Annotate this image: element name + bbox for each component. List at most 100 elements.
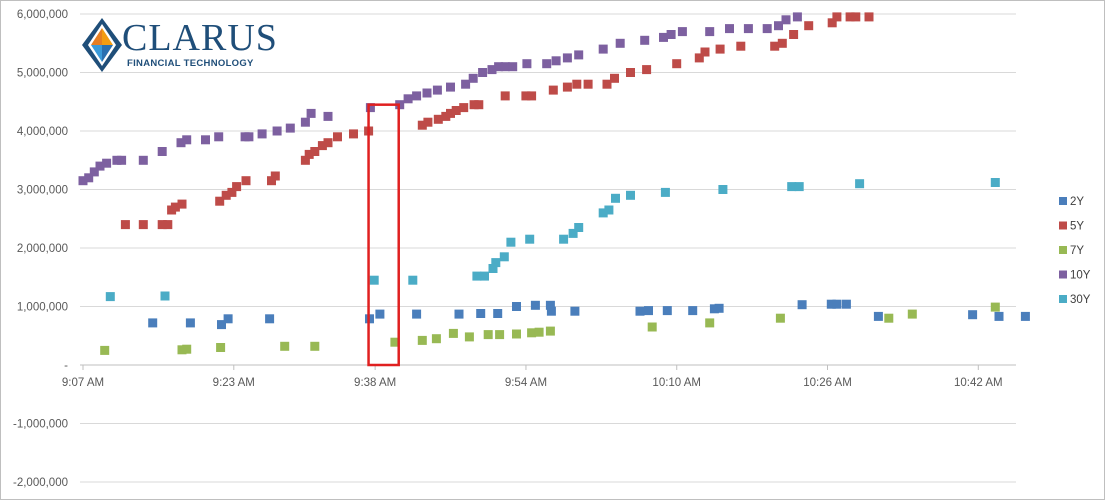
data-point-30y: [787, 182, 797, 192]
x-tick-label: 9:54 AM: [505, 377, 547, 389]
y-axis-tick-labels: 6,000,000 5,000,000 4,000,000 3,000,000 2,00…: [13, 9, 68, 489]
x-tick-label: 9:07 AM: [62, 377, 104, 389]
data-point-5y: [832, 12, 842, 22]
data-point-10y: [412, 91, 422, 101]
data-point-5y: [642, 65, 652, 75]
data-point-5y: [804, 21, 814, 31]
highlight-rectangle: [367, 103, 400, 367]
y-tick-label: 3,000,000: [17, 185, 68, 197]
data-point-10y: [403, 94, 413, 104]
axes: [80, 364, 1016, 370]
data-point-10y: [725, 24, 734, 34]
data-point-5y: [221, 190, 231, 200]
data-point-2y: [570, 306, 580, 316]
legend-label-7y: 7Y: [1070, 245, 1084, 257]
data-point-5y: [736, 41, 746, 51]
data-point-10y: [743, 24, 753, 34]
data-point-5y: [474, 100, 484, 110]
data-point-5y: [433, 114, 443, 124]
legend-swatch-10y: [1059, 270, 1067, 279]
data-point-7y: [310, 341, 320, 351]
data-point-7y: [417, 335, 427, 345]
data-point-5y: [548, 85, 558, 95]
x-axis-tick-labels: 9:07 AM 9:23 AM 9:38 AM 9:54 AM 10:10 AM 10:2…: [62, 377, 1003, 389]
data-point-7y: [527, 328, 537, 338]
data-point-10y: [138, 155, 148, 165]
y-tick-label: 2,000,000: [17, 243, 68, 255]
data-point-10y: [446, 82, 455, 92]
data-point-5y: [469, 100, 479, 110]
data-point-5y: [333, 132, 342, 142]
data-point-2y: [545, 300, 555, 310]
data-point-30y: [369, 275, 379, 285]
data-point-2y: [841, 299, 851, 309]
data-point-30y: [559, 234, 569, 244]
data-point-7y: [216, 343, 226, 352]
data-point-10y: [666, 30, 676, 39]
x-tick-label: 9:38 AM: [354, 377, 396, 389]
data-point-5y: [241, 176, 251, 186]
data-point-5y: [572, 79, 582, 89]
data-point-5y: [789, 30, 799, 39]
data-point-2y: [1020, 311, 1030, 321]
legend-swatch-2y: [1059, 197, 1067, 205]
data-point-30y: [105, 292, 115, 302]
data-point-10y: [468, 73, 478, 83]
data-point-10y: [781, 15, 791, 25]
data-point-2y: [994, 311, 1004, 321]
data-point-10y: [774, 21, 783, 31]
data-point-5y: [441, 111, 451, 121]
data-point-2y: [644, 306, 653, 316]
data-point-10y: [84, 173, 94, 183]
data-point-2y: [714, 303, 724, 313]
data-point-10y: [365, 103, 375, 113]
data-point-10y: [615, 38, 625, 48]
data-point-5y: [270, 171, 280, 181]
data-point-5y: [267, 176, 276, 186]
clarus-logo: CLARUS FINANCIAL TECHNOLOGY: [80, 16, 277, 76]
logo-tagline: FINANCIAL TECHNOLOGY: [127, 58, 254, 69]
diamond-logo-icon: [82, 18, 122, 72]
data-point-10y: [574, 50, 584, 60]
data-point-5y: [626, 68, 635, 77]
data-point-10y: [176, 138, 186, 148]
data-point-10y: [214, 132, 224, 142]
data-point-10y: [677, 27, 687, 37]
data-point-10y: [89, 167, 99, 177]
legend-label-10y: 10Y: [1070, 270, 1091, 282]
data-point-10y: [285, 123, 295, 133]
data-point-10y: [500, 62, 510, 72]
data-point-2y: [662, 306, 672, 316]
data-point-7y: [545, 326, 555, 336]
data-point-5y: [583, 79, 593, 89]
legend-label-2y: 2Y: [1070, 196, 1084, 208]
data-point-10y: [508, 62, 518, 72]
data-point-10y: [762, 24, 772, 34]
x-tick-label: 10:42 AM: [954, 377, 1003, 389]
data-point-2y: [512, 302, 521, 311]
data-point-5y: [715, 44, 725, 54]
legend-label-30y: 30Y: [1070, 294, 1091, 306]
data-point-10y: [542, 59, 552, 69]
data-point-30y: [990, 178, 1000, 187]
y-tick-label: -1,000,000: [13, 419, 68, 431]
data-point-10y: [487, 65, 497, 75]
data-point-10y: [323, 111, 333, 121]
data-point-30y: [525, 234, 535, 244]
data-point-2y: [223, 314, 233, 324]
legend-swatch-5y: [1059, 221, 1067, 230]
data-point-2y: [375, 309, 385, 319]
data-point-10y: [522, 59, 532, 69]
data-point-30y: [794, 182, 804, 192]
data-point-30y: [499, 252, 509, 262]
data-point-5y: [672, 59, 682, 69]
data-point-10y: [432, 85, 442, 95]
data-point-7y: [512, 329, 521, 339]
data-point-30y: [491, 258, 501, 268]
data-point-5y: [232, 182, 242, 192]
data-point-7y: [431, 334, 441, 344]
data-point-5y: [451, 106, 461, 115]
legend-swatch-7y: [1059, 246, 1067, 254]
data-point-5y: [163, 220, 173, 230]
